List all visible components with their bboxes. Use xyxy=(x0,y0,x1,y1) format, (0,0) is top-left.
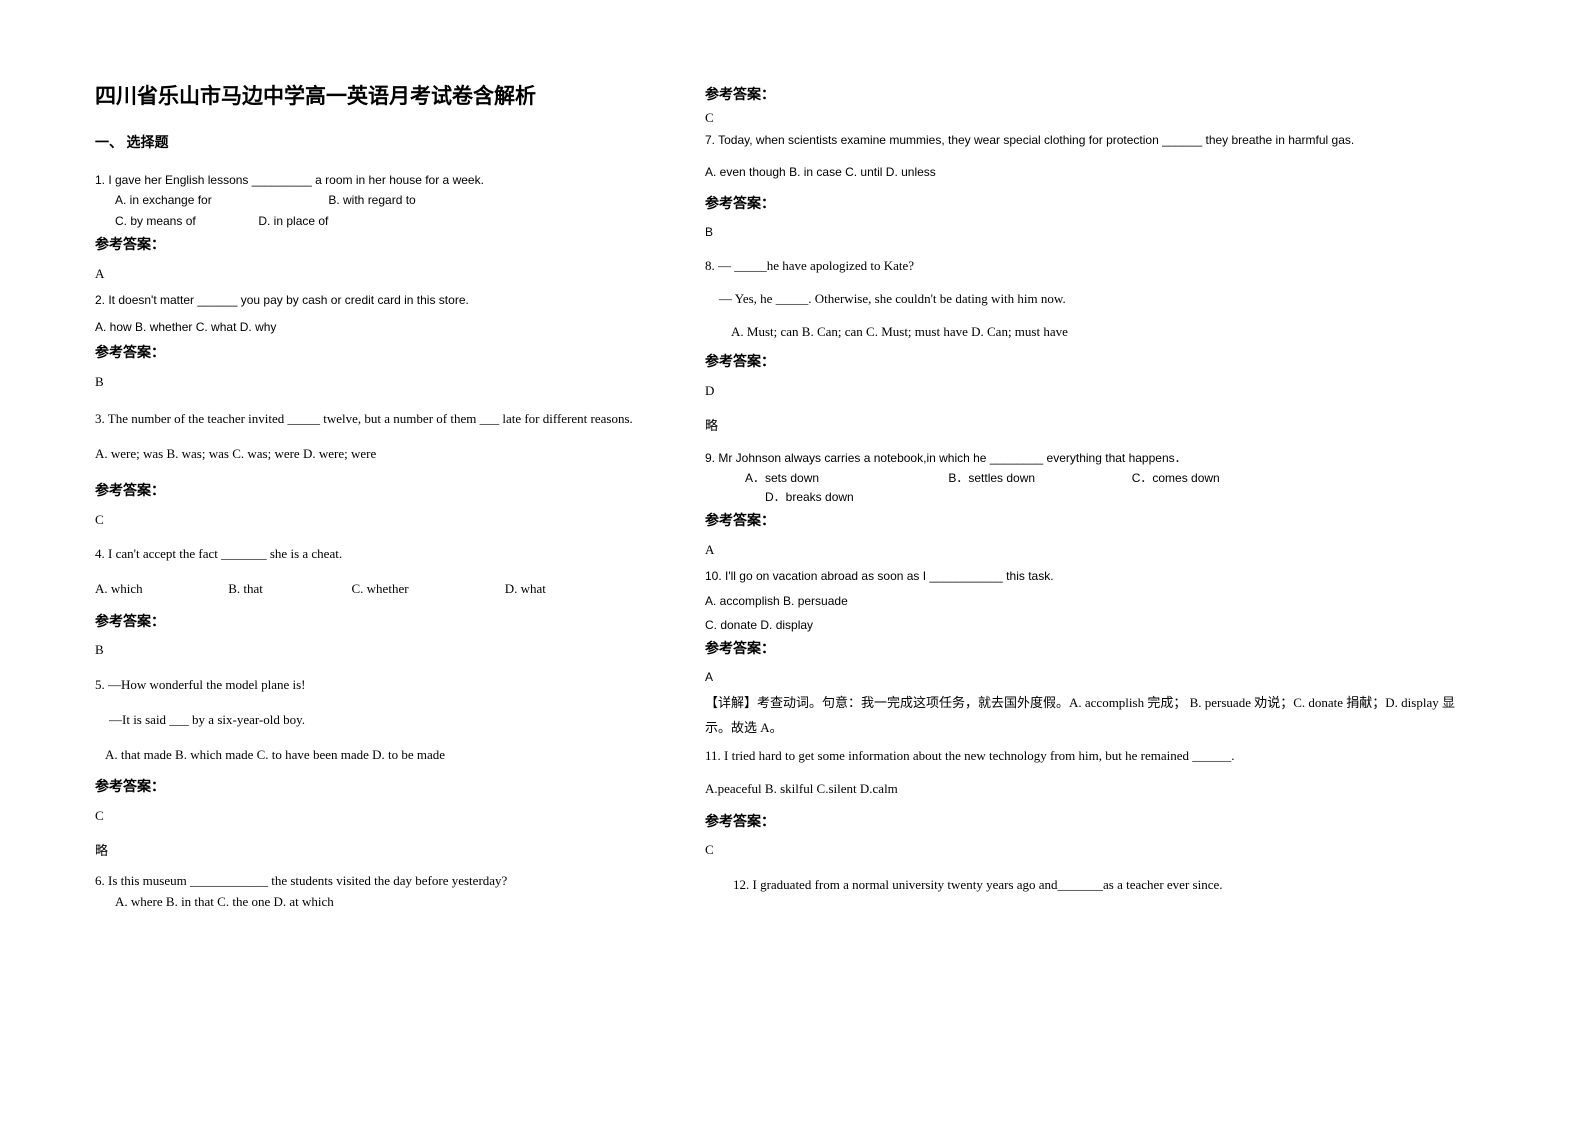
section-header-1: 一、 选择题 xyxy=(95,132,645,152)
q9-optB: B．settles down xyxy=(948,469,1128,488)
q8-text1: 8. — _____he have apologized to Kate? xyxy=(705,256,1465,277)
question-6: 6. Is this museum ____________ the stude… xyxy=(95,871,645,913)
q6-answer-label: 参考答案： xyxy=(705,84,1465,104)
q8-options: A. Must; can B. Can; can C. Must; must h… xyxy=(705,322,1465,343)
question-11: 11. I tried hard to get some information… xyxy=(705,746,1465,861)
q4-optC: C. whether xyxy=(352,579,502,600)
q11-options: A.peaceful B. skilful C.silent D.calm xyxy=(705,779,1465,800)
q1-optA: A. in exchange for xyxy=(115,190,325,210)
q8-answer: D xyxy=(705,381,1465,402)
q12-text: 12. I graduated from a normal university… xyxy=(705,875,1465,896)
q7-answer-label: 参考答案： xyxy=(705,194,1465,216)
question-10: 10. I'll go on vacation abroad as soon a… xyxy=(705,566,1465,740)
q10-answer: A xyxy=(705,668,1465,687)
question-3: 3. The number of the teacher invited ___… xyxy=(95,406,645,530)
q1-optB: B. with regard to xyxy=(328,193,415,207)
q4-optB: B. that xyxy=(228,579,348,600)
q1-answer: A xyxy=(95,264,645,285)
q10-options2: C. donate D. display xyxy=(705,615,1465,635)
q3-answer-label: 参考答案： xyxy=(95,481,645,503)
q10-text: 10. I'll go on vacation abroad as soon a… xyxy=(705,566,1465,586)
q9-answer-label: 参考答案： xyxy=(705,511,1465,533)
q10-answer-label: 参考答案： xyxy=(705,639,1465,661)
q8-lue: 略 xyxy=(705,416,1465,437)
q3-answer: C xyxy=(95,510,645,531)
q3-text: 3. The number of the teacher invited ___… xyxy=(95,406,645,432)
question-2: 2. It doesn't matter ______ you pay by c… xyxy=(95,290,645,392)
q9-optA: A．sets down xyxy=(745,469,945,488)
q5-text2: —It is said ___ by a six-year-old boy. xyxy=(95,710,645,731)
q7-answer: B xyxy=(705,223,1465,242)
q5-lue: 略 xyxy=(95,841,645,862)
q2-answer: B xyxy=(95,372,645,393)
q8-answer-label: 参考答案： xyxy=(705,352,1465,374)
question-1: 1. I gave her English lessons _________ … xyxy=(95,170,645,284)
q7-text: 7. Today, when scientists examine mummie… xyxy=(705,128,1465,152)
q5-answer-label: 参考答案： xyxy=(95,777,645,799)
right-column: 参考答案： C 7. Today, when scientists examin… xyxy=(705,80,1465,919)
q11-text: 11. I tried hard to get some information… xyxy=(705,746,1465,767)
q4-text: 4. I can't accept the fact _______ she i… xyxy=(95,544,645,565)
q4-answer-label: 参考答案： xyxy=(95,612,645,634)
q4-answer: B xyxy=(95,640,645,661)
q11-answer: C xyxy=(705,840,1465,861)
q10-options1: A. accomplish B. persuade xyxy=(705,591,1465,611)
q9-optC: C．comes down xyxy=(1132,471,1220,485)
page-container: 四川省乐山市马边中学高一英语月考试卷含解析 一、 选择题 1. I gave h… xyxy=(95,80,1492,919)
q6-options: A. where B. in that C. the one D. at whi… xyxy=(95,892,645,913)
q5-answer: C xyxy=(95,806,645,827)
q4-optA: A. which xyxy=(95,579,225,600)
q9-optD: D．breaks down xyxy=(745,490,854,504)
q5-options: A. that made B. which made C. to have be… xyxy=(95,745,645,766)
q1-text: 1. I gave her English lessons _________ … xyxy=(95,170,645,190)
q2-text: 2. It doesn't matter ______ you pay by c… xyxy=(95,290,645,310)
exam-title: 四川省乐山市马边中学高一英语月考试卷含解析 xyxy=(95,80,645,110)
question-8: 8. — _____he have apologized to Kate? — … xyxy=(705,256,1465,436)
q2-answer-label: 参考答案： xyxy=(95,343,645,365)
question-5: 5. —How wonderful the model plane is! —I… xyxy=(95,675,645,861)
left-column: 四川省乐山市马边中学高一英语月考试卷含解析 一、 选择题 1. I gave h… xyxy=(95,80,645,919)
question-9: 9. Mr Johnson always carries a notebook,… xyxy=(705,448,1465,560)
q7-options: A. even though B. in case C. until D. un… xyxy=(705,162,1465,182)
q6-text: 6. Is this museum ____________ the stude… xyxy=(95,871,645,892)
q10-explain: 【详解】考查动词。句意：我一完成这项任务，就去国外度假。A. accomplis… xyxy=(705,691,1465,740)
q9-answer: A xyxy=(705,540,1465,561)
q1-options: A. in exchange for B. with regard to C. … xyxy=(95,190,645,231)
q5-text1: 5. —How wonderful the model plane is! xyxy=(95,675,645,696)
q4-optD: D. what xyxy=(505,579,546,600)
q1-optD: D. in place of xyxy=(258,214,328,228)
q11-answer-label: 参考答案： xyxy=(705,812,1465,834)
q2-options: A. how B. whether C. what D. why xyxy=(95,317,645,337)
q9-text: 9. Mr Johnson always carries a notebook,… xyxy=(705,448,1465,468)
question-4: 4. I can't accept the fact _______ she i… xyxy=(95,544,645,661)
q1-optC: C. by means of xyxy=(115,211,255,231)
question-7: 7. Today, when scientists examine mummie… xyxy=(705,128,1465,242)
q1-answer-label: 参考答案： xyxy=(95,235,645,257)
q4-options: A. which B. that C. whether D. what xyxy=(95,579,645,600)
q3-options: A. were; was B. was; was C. was; were D.… xyxy=(95,444,645,465)
q9-options: A．sets down B．settles down C．comes down … xyxy=(705,469,1465,507)
question-12: 12. I graduated from a normal university… xyxy=(705,875,1465,896)
q8-text2: — Yes, he _____. Otherwise, she couldn't… xyxy=(705,289,1465,310)
q6-answer: C xyxy=(705,110,1465,126)
